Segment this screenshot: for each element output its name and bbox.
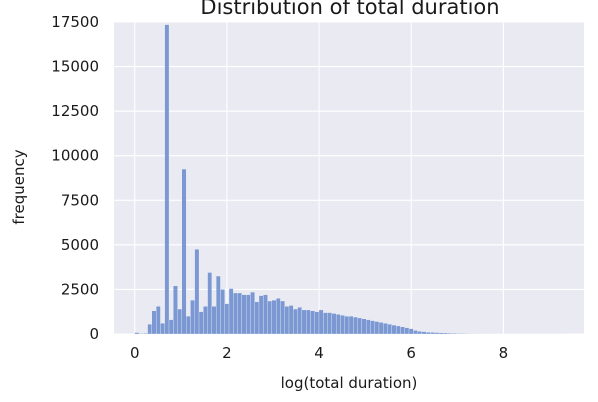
histogram-bar xyxy=(237,292,242,335)
x-axis-ticks: 0 2 4 6 8 xyxy=(130,344,508,362)
y-tick-label: 0 xyxy=(89,325,99,343)
histogram-bar xyxy=(443,332,448,335)
x-tick-label: 4 xyxy=(314,344,324,362)
histogram-bar xyxy=(400,326,405,335)
grid-lines xyxy=(114,21,584,335)
histogram-bar xyxy=(301,309,307,335)
y-tick-label: 15000 xyxy=(51,58,99,76)
histogram-bar xyxy=(151,310,157,335)
histogram-bar xyxy=(156,306,161,335)
histogram-bar xyxy=(220,289,225,335)
histogram-bar xyxy=(344,316,350,335)
histogram-bar xyxy=(228,288,234,335)
histogram-bar xyxy=(447,332,452,335)
histogram-bar xyxy=(138,333,144,335)
histogram-bar xyxy=(267,300,272,335)
histogram-bar xyxy=(314,311,320,335)
histogram-bar xyxy=(250,291,255,335)
histogram-bar xyxy=(391,324,397,335)
histogram-bar xyxy=(194,249,200,335)
histogram-bar xyxy=(357,317,362,335)
y-tick-label: 2500 xyxy=(61,280,99,298)
y-tick-label: 7500 xyxy=(61,191,99,209)
histogram-bar xyxy=(203,306,208,335)
histogram-bar xyxy=(434,332,440,335)
histogram-bar xyxy=(378,322,384,335)
plot-area xyxy=(114,22,584,334)
histogram-bar xyxy=(276,298,281,335)
histogram-bar xyxy=(143,333,148,335)
histogram-bar xyxy=(181,168,187,335)
y-axis-label: frequency xyxy=(10,149,28,224)
x-axis-label: log(total duration) xyxy=(281,374,418,392)
histogram-bar xyxy=(211,306,217,335)
histogram-bar xyxy=(168,319,174,335)
x-tick-label: 0 xyxy=(130,344,140,362)
histogram-bar xyxy=(258,295,264,335)
chart-title: Distribution of total duration xyxy=(200,0,499,19)
histogram-bar xyxy=(396,325,401,335)
histogram-bar xyxy=(430,332,435,335)
histogram-bar xyxy=(331,313,337,335)
histogram-bar xyxy=(177,308,182,335)
histogram-bar xyxy=(374,321,380,335)
histogram-bar xyxy=(254,301,260,335)
y-tick-label: 12500 xyxy=(51,102,99,120)
histogram-bar xyxy=(147,324,153,335)
histogram-bar xyxy=(408,328,414,335)
y-tick-label: 10000 xyxy=(51,147,99,165)
histogram-bar xyxy=(224,303,230,335)
histogram-bar xyxy=(186,316,191,335)
histogram-bar xyxy=(173,285,178,335)
x-tick-label: 8 xyxy=(499,344,509,362)
histogram-bar xyxy=(413,330,418,335)
histogram-bar xyxy=(438,332,444,335)
histogram-bar xyxy=(361,318,367,335)
histogram-bar xyxy=(327,312,332,335)
histogram-bar xyxy=(164,24,170,335)
histogram-bar xyxy=(306,309,311,335)
histogram-bar xyxy=(318,309,324,335)
histogram-bar xyxy=(456,333,461,335)
histogram-bar xyxy=(370,320,375,335)
histogram-bar xyxy=(417,331,422,335)
histogram-bar xyxy=(134,332,140,335)
histogram-bar xyxy=(241,294,247,335)
y-axis-ticks: 0 2500 5000 7500 10000 12500 15000 17500 xyxy=(51,13,99,343)
histogram-bar xyxy=(190,300,195,335)
histogram-bar xyxy=(288,305,294,335)
histogram-bar xyxy=(271,300,277,335)
histogram-bar xyxy=(280,300,285,335)
histogram-bar xyxy=(310,310,315,335)
histogram-bars xyxy=(134,24,564,335)
histogram-bar xyxy=(233,292,238,335)
histogram-bar xyxy=(387,324,392,335)
histogram-bar xyxy=(426,332,431,335)
histogram-bar xyxy=(297,307,302,335)
histogram-bar xyxy=(284,306,290,335)
histogram-bar xyxy=(451,333,457,335)
histogram-bar xyxy=(293,308,298,335)
histogram-bar xyxy=(336,314,341,335)
x-tick-label: 2 xyxy=(222,344,232,362)
histogram-bar xyxy=(246,294,251,335)
y-tick-label: 5000 xyxy=(61,236,99,254)
histogram-bar xyxy=(263,294,268,335)
histogram-bar xyxy=(353,316,358,335)
histogram-bar xyxy=(460,333,465,335)
histogram-bar xyxy=(348,316,354,335)
histogram-bar xyxy=(207,272,212,335)
histogram-bar xyxy=(404,327,410,335)
histogram-bar xyxy=(366,319,371,335)
histogram-bar xyxy=(160,323,165,335)
histogram-bar xyxy=(323,312,328,335)
histogram-bar xyxy=(340,315,345,335)
histogram-bar xyxy=(198,311,204,335)
histogram-bar xyxy=(216,275,221,335)
histogram-bar xyxy=(383,323,388,335)
histogram-bar xyxy=(421,331,427,335)
y-tick-label: 17500 xyxy=(51,13,99,31)
x-tick-label: 6 xyxy=(406,344,416,362)
